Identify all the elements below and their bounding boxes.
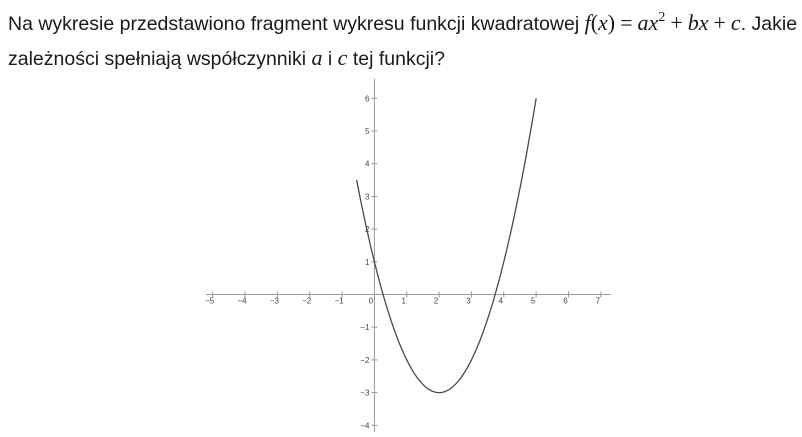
x-tick-label: 4 — [499, 297, 504, 306]
x-tick-label: 6 — [563, 297, 568, 306]
y-tick-label: −4 — [360, 421, 370, 430]
question-end: tej funkcji? — [347, 48, 445, 70]
x-tick-label: 0 — [369, 297, 374, 306]
x-tick-label: −5 — [205, 297, 215, 306]
parabola-curve — [355, 98, 537, 394]
x-axis-ticks: −5 −4 −3 −2 −1 0 1 2 3 4 5 6 7 — [205, 291, 602, 306]
x-tick-label: −4 — [237, 297, 247, 306]
x-tick-label: 1 — [402, 297, 407, 306]
y-tick-label: 5 — [365, 127, 370, 136]
question-text: Na wykresie przedstawiono fragment wykre… — [8, 6, 798, 76]
conjunction: i — [322, 48, 338, 70]
question-intro: Na wykresie przedstawiono fragment wykre… — [8, 13, 585, 35]
x-tick-label: 3 — [466, 297, 471, 306]
y-tick-label: −3 — [360, 389, 370, 398]
x-tick-label: −2 — [302, 297, 312, 306]
coefficient-a: a — [311, 45, 323, 70]
function-formula: f(x) = ax2 + bx + c — [584, 10, 741, 35]
y-tick-label: 6 — [365, 94, 370, 103]
x-tick-label: −3 — [270, 297, 280, 306]
question-continuation: . Jakie zależności spełniają współczynni… — [8, 13, 798, 70]
y-tick-label: 4 — [365, 160, 370, 169]
y-tick-label: 1 — [365, 258, 370, 267]
x-tick-label: 2 — [434, 297, 439, 306]
x-tick-label: −1 — [334, 297, 344, 306]
y-tick-label: 3 — [365, 192, 370, 201]
y-tick-label: −1 — [360, 323, 370, 332]
x-tick-label: 5 — [531, 297, 536, 306]
y-tick-label: −2 — [360, 356, 370, 365]
coefficient-c: c — [337, 45, 348, 70]
x-tick-label: 7 — [596, 297, 601, 306]
